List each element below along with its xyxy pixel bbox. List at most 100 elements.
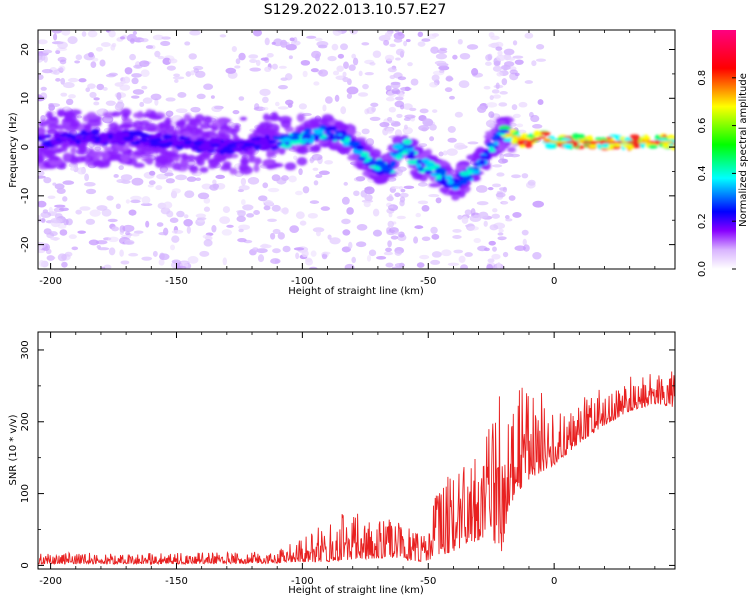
spectrogram-band [143, 122, 158, 132]
spectrogram-speckle [130, 199, 141, 204]
spectrogram-speckle [430, 259, 441, 265]
spectrogram-speckle [397, 166, 407, 172]
spectrogram-speckle [492, 65, 502, 72]
spectrogram-y-tick-label: -20 [20, 236, 31, 252]
spectrogram-speckle [452, 54, 458, 60]
spectrogram-speckle [141, 196, 151, 205]
spectrogram-speckle [386, 127, 394, 134]
spectrogram-core [53, 132, 61, 139]
spectrogram-speckle [270, 258, 281, 265]
spectrogram-core [178, 136, 189, 141]
spectrogram-core [654, 134, 661, 140]
spectrogram-core [243, 142, 256, 146]
spectrogram-speckle [248, 54, 259, 59]
spectrogram-core [459, 171, 471, 177]
spectrogram-speckle [54, 204, 66, 208]
spectrogram-speckle [132, 89, 145, 95]
spectrogram-core [118, 132, 130, 139]
spectrogram-speckle [489, 117, 499, 122]
colorbar-tick-label: 0.4 [697, 165, 708, 181]
spectrogram-core [415, 162, 422, 169]
spectrogram-speckle [93, 97, 100, 101]
spectrogram-speckle [62, 180, 75, 185]
spectrogram-speckle [459, 52, 471, 60]
spectrogram-core [588, 144, 597, 149]
spectrogram-speckle [263, 205, 271, 211]
spectrogram-speckle [160, 40, 171, 47]
spectrogram-speckle [494, 41, 504, 48]
spectrogram-band [70, 147, 77, 155]
spectrogram-speckle [120, 174, 133, 181]
spectrogram-speckle [246, 213, 255, 218]
spectrogram-speckle [387, 116, 393, 122]
spectrogram-speckle [41, 69, 53, 74]
spectrogram-speckle [184, 190, 195, 199]
spectrogram-speckle [309, 158, 316, 162]
spectrogram-peak [560, 140, 569, 144]
spectrogram-speckle [457, 214, 463, 220]
spectrogram-speckle [366, 106, 375, 114]
spectrogram-speckle [394, 129, 402, 138]
spectrogram-speckle [276, 177, 287, 185]
spectrogram-speckle [186, 176, 197, 182]
spectrogram-speckle [90, 61, 97, 69]
spectrogram-band [126, 148, 133, 155]
spectrogram-speckle [509, 122, 517, 127]
spectrogram-band [189, 127, 202, 136]
spectrogram-speckle [351, 256, 356, 264]
spectrogram-speckle [128, 252, 139, 257]
spectrogram-speckle [256, 248, 268, 254]
spectrogram-speckle [435, 197, 442, 204]
spectrogram-speckle [163, 201, 173, 209]
spectrogram-speckle [293, 155, 298, 160]
spectrogram-speckle [50, 237, 60, 241]
spectrogram-speckle [253, 106, 266, 112]
snr-x-tick-label: -100 [291, 576, 314, 587]
spectrogram-speckle [318, 69, 329, 77]
spectrogram-peak [526, 140, 535, 143]
spectrogram-core [40, 134, 46, 140]
spectrogram-speckle [74, 60, 81, 64]
spectrogram-band [229, 167, 238, 175]
spectrogram-band [392, 135, 404, 145]
spectrogram-speckle [262, 182, 269, 189]
spectrogram-speckle [344, 263, 355, 269]
spectrogram-core [449, 182, 462, 188]
spectrogram-speckle [309, 200, 320, 204]
spectrogram-band [189, 165, 199, 174]
colorbar-tick-label: 0.2 [697, 213, 708, 229]
colorbar-tick-label: 0.6 [697, 118, 708, 134]
spectrogram-speckle [504, 215, 510, 220]
spectrogram-band [102, 152, 110, 160]
spectrogram-speckle [327, 234, 332, 240]
spectrogram-band [415, 172, 423, 180]
spectrogram-speckle [48, 206, 53, 214]
spectrogram-speckle [505, 218, 513, 222]
spectrogram-speckle [341, 218, 351, 225]
spectrogram-speckle [452, 235, 462, 239]
spectrogram-speckle [312, 167, 319, 171]
spectrogram-core [313, 134, 320, 142]
spectrogram-speckle [495, 82, 500, 90]
spectrogram-speckle [496, 54, 506, 62]
spectrogram-speckle [166, 210, 174, 218]
spectrogram-speckle [171, 188, 181, 194]
spectrogram-speckle [384, 54, 395, 62]
spectrogram-speckle [349, 30, 359, 35]
spectrogram-speckle [340, 106, 347, 115]
spectrogram-speckle [491, 89, 500, 94]
spectrogram-speckle [131, 232, 140, 237]
spectrogram-band [309, 119, 317, 125]
spectrogram-speckle [447, 137, 457, 143]
colorbar-gradient [712, 30, 736, 269]
spectrogram-speckle [334, 94, 340, 102]
spectrogram-speckle [289, 37, 295, 42]
spectrogram-speckle [77, 230, 87, 234]
spectrogram-speckle [419, 108, 429, 114]
spectrogram-peak [621, 140, 630, 144]
spectrogram-band [56, 111, 68, 116]
spectrogram-speckle [85, 188, 97, 195]
spectrogram-speckle [486, 102, 498, 108]
spectrogram-core [395, 154, 402, 161]
snr-y-label: SNR (10 * v/v) [8, 414, 19, 485]
